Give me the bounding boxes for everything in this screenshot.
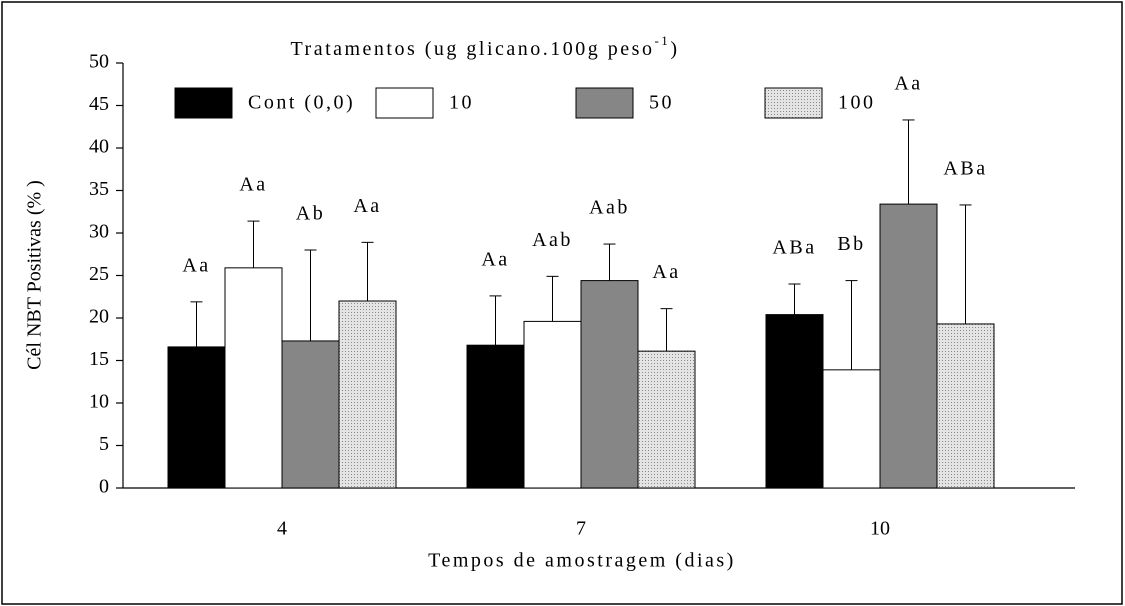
annotation: Aa (353, 195, 381, 217)
bar (523, 320, 582, 489)
x-tick-label: 7 (576, 518, 586, 540)
annotation: Aa (182, 254, 210, 276)
y-tick-label: 45 (89, 93, 109, 115)
bar (879, 203, 938, 489)
y-tick-label: 15 (89, 348, 109, 370)
bar (281, 340, 340, 489)
legend-label: 50 (649, 92, 674, 114)
bar (637, 350, 696, 489)
y-tick-label: 25 (89, 263, 109, 285)
bar (224, 267, 283, 489)
y-tick-label: 40 (89, 136, 109, 158)
annotation: Aa (239, 174, 267, 196)
bar (822, 369, 881, 489)
x-tick-label: 10 (870, 518, 890, 540)
bar (167, 346, 226, 489)
legend-label: 10 (449, 92, 474, 114)
bar (936, 323, 995, 489)
annotation: Aa (894, 73, 922, 95)
y-tick-label: 0 (99, 476, 109, 498)
y-tick-label: 30 (89, 221, 109, 243)
legend-title-suffix: ) (670, 38, 679, 60)
x-axis-label: Tempos de amostragem (dias) (428, 550, 736, 572)
legend-label: 100 (838, 92, 876, 114)
y-tick-label: 50 (89, 51, 109, 73)
legend-swatch (375, 87, 434, 119)
y-tick-label: 10 (89, 391, 109, 413)
legend-swatch (174, 87, 233, 119)
legend-label: Cont (0,0) (248, 92, 355, 114)
y-tick-label: 5 (99, 433, 109, 455)
y-axis-label: Cél NBT Positivas (% ) (24, 180, 46, 370)
annotation: Aab (589, 197, 630, 219)
annotation: ABa (943, 158, 987, 180)
annotation: ABa (772, 237, 816, 259)
annotation: Ab (296, 203, 325, 225)
annotation: Aa (481, 248, 509, 270)
bar (466, 344, 525, 489)
annotation: Bb (837, 233, 865, 255)
legend-swatch (575, 87, 634, 119)
bar (765, 314, 824, 489)
legend-swatch (764, 87, 823, 119)
legend-title: Tratamentos (ug glicano.100g peso-1) (291, 33, 680, 60)
annotation: Aa (652, 261, 680, 283)
x-tick-label: 4 (277, 518, 287, 540)
legend-title-text: Tratamentos (ug glicano.100g peso (291, 38, 655, 60)
y-tick-label: 20 (89, 306, 109, 328)
annotation: Aab (532, 229, 573, 251)
y-tick-label: 35 (89, 178, 109, 200)
bar (338, 300, 397, 489)
bar (580, 280, 639, 489)
legend-title-sup: -1 (654, 33, 670, 48)
